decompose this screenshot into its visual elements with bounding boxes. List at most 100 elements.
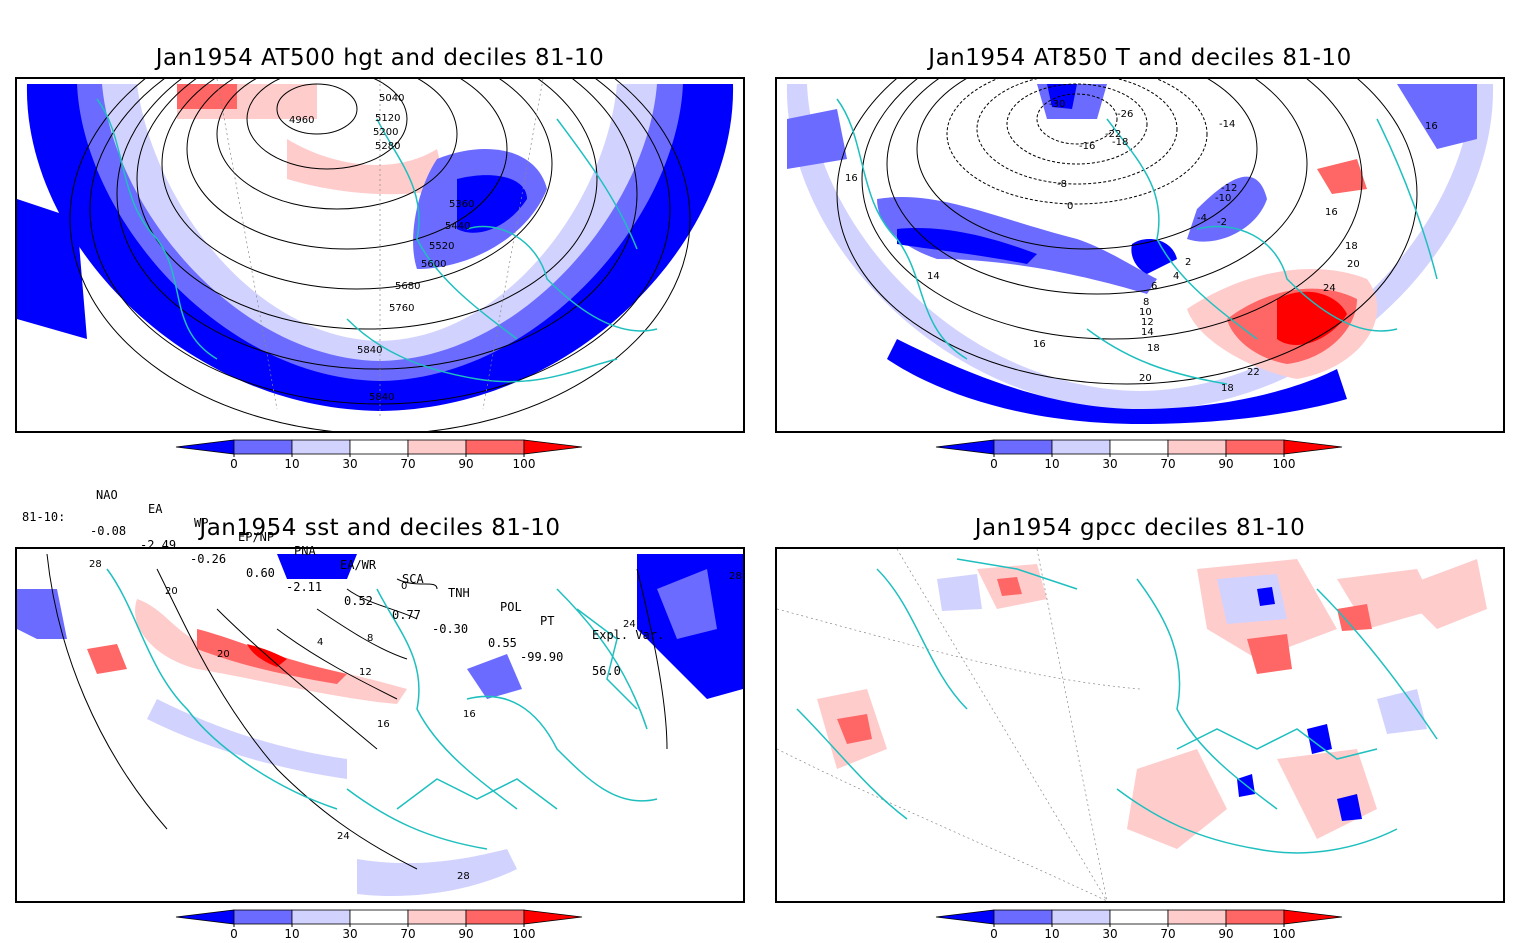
contour-label: 0 — [401, 581, 407, 592]
panel-title-sst: Jan1954 sst and deciles 81-10 — [199, 515, 561, 541]
colorbar-segment — [1051, 439, 1111, 455]
colorbar-segment — [465, 909, 525, 925]
index-header: EP/NP — [238, 530, 275, 544]
index-header: POL — [500, 600, 522, 614]
colorbar-arrow-low — [175, 439, 235, 455]
map-panel-gpcc — [775, 547, 1505, 903]
contour-label: 5200 — [373, 127, 398, 138]
index-header: NAO — [96, 488, 118, 502]
colorbar-arrow-low — [175, 909, 235, 925]
contour-label: -30 — [1049, 99, 1065, 110]
contour-label: 2 — [1185, 257, 1191, 268]
contour-label: -2 — [1217, 217, 1227, 228]
colorbar-arrow-high — [1283, 439, 1343, 455]
colorbar-segment — [1167, 909, 1227, 925]
colorbar-segment — [349, 909, 409, 925]
contour-label: 0 — [1067, 201, 1073, 212]
contour-label: 20 — [217, 649, 230, 660]
contour-label: 14 — [1141, 327, 1154, 338]
colorbar-tick-label: 70 — [400, 927, 415, 941]
contour-label: 5440 — [445, 221, 470, 232]
contour-label: -16 — [1079, 141, 1095, 152]
colorbar-segment — [233, 909, 293, 925]
contour-label: -8 — [1057, 179, 1067, 190]
index-header: EA — [148, 502, 163, 516]
contour-label: 4960 — [289, 115, 314, 126]
index-value: -0.08 — [90, 524, 127, 538]
contour-label: 18 — [1221, 383, 1234, 394]
contour-label: 18 — [1345, 241, 1358, 252]
contour-label: 8 — [1143, 297, 1149, 308]
contour-label: 4 — [1173, 271, 1179, 282]
index-header: SCA — [402, 572, 424, 586]
contour-label: 5520 — [429, 241, 454, 252]
contour-label: 5120 — [375, 113, 400, 124]
index-header: PNA — [294, 544, 316, 558]
colorbar-arrow-low — [935, 909, 995, 925]
contour-label: 5360 — [449, 199, 474, 210]
colorbar-segment — [1167, 439, 1227, 455]
contour-label: 24 — [623, 619, 636, 630]
contour-label: 5840 — [369, 392, 394, 403]
contour-label: 14 — [927, 271, 940, 282]
indices-value-row: 81-10: -0.08 -2.49 -0.26 0.60 -2.11 0.52… — [18, 496, 718, 678]
index-header: EA/WR — [340, 558, 377, 572]
colorbar-segment — [465, 439, 525, 455]
colorbar-tick-label: 0 — [230, 927, 238, 941]
colorbar-tick-label: 30 — [342, 927, 357, 941]
contour-label: 5680 — [395, 281, 420, 292]
contour-label: 20 — [165, 586, 178, 597]
index-header: WP — [194, 516, 209, 530]
panel-title-gpcc: Jan1954 gpcc deciles 81-10 — [974, 515, 1306, 541]
colorbar-tick-label: 70 — [1160, 457, 1175, 471]
index-value: 0.77 — [392, 608, 421, 622]
colorbar-arrow-high — [523, 439, 583, 455]
colorbar-tick-label: 30 — [342, 457, 357, 471]
colorbar-tick-label: 10 — [284, 927, 299, 941]
contour-label: -14 — [1219, 119, 1235, 130]
colorbar-segment — [1225, 909, 1285, 925]
contour-label: 28 — [457, 871, 470, 882]
contour-label: -18 — [1112, 137, 1128, 148]
contour-label: 5840 — [357, 345, 382, 356]
index-value: 0.55 — [488, 636, 517, 650]
index-value: -0.30 — [432, 622, 469, 636]
contour-label: 16 — [845, 173, 858, 184]
colorbar-tick-label: 100 — [1273, 927, 1296, 941]
colorbar-arrow-high — [523, 909, 583, 925]
colorbar-tick-label: 0 — [990, 927, 998, 941]
indices-row-label: 81-10: — [22, 510, 66, 524]
contour-label: 4 — [317, 637, 323, 648]
panel-title-hgt: Jan1954 AT500 hgt and deciles 81-10 — [155, 45, 605, 71]
map-panel-sst: 28 20 20 0 4 8 12 16 16 24 24 28 28 — [15, 547, 745, 903]
contour-label: -10 — [1215, 193, 1231, 204]
colorbar-segment — [993, 909, 1053, 925]
contour-label: 16 — [377, 719, 390, 730]
colorbar-tick-label: 10 — [1044, 927, 1059, 941]
contour-label: 16 — [463, 709, 476, 720]
index-header: TNH — [448, 586, 470, 600]
map-panel-t850: -30 -26 -22 -18 -16 -14 -12 -10 -8 -4 -2… — [775, 77, 1505, 433]
index-value: 56.0 — [592, 664, 621, 678]
contour-label: 5760 — [389, 303, 414, 314]
colorbar-tick-label: 10 — [284, 457, 299, 471]
contour-label: 24 — [337, 831, 350, 842]
contour-label: 18 — [1147, 343, 1160, 354]
teleconnection-indices: NAO EA WP EP/NP PNA EA/WR SCA TNH POL PT… — [18, 474, 664, 678]
colorbar-segment — [407, 439, 467, 455]
colorbar-arrow-low — [935, 439, 995, 455]
contour-label: 20 — [1347, 259, 1360, 270]
colorbar-tick-label: 90 — [1218, 457, 1233, 471]
contour-label: 5600 — [421, 259, 446, 270]
index-value: 0.52 — [344, 594, 373, 608]
colorbar-tick-label: 70 — [400, 457, 415, 471]
colorbar-tick-label: 70 — [1160, 927, 1175, 941]
colorbar-segment — [407, 909, 467, 925]
colorbar-segment — [291, 909, 351, 925]
contour-label: 6 — [1151, 281, 1157, 292]
contour-label: 8 — [367, 633, 373, 644]
colorbar-segment — [349, 439, 409, 455]
colorbar-tick-label: 0 — [230, 457, 238, 471]
index-value: -0.26 — [190, 552, 227, 566]
colorbar-segment — [1109, 909, 1169, 925]
